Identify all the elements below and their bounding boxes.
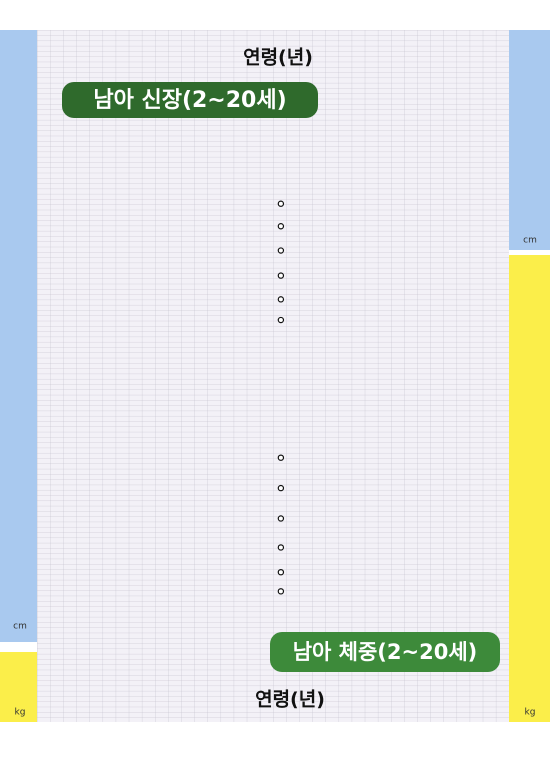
annotation-dot — [277, 568, 285, 576]
annotation-dot — [277, 544, 285, 551]
x-axis-title: 연령(년) — [255, 689, 325, 711]
annotation-dot — [277, 316, 285, 324]
height-title-box — [62, 82, 318, 118]
annotation-dot — [277, 454, 285, 461]
unit-label: cm — [523, 236, 537, 246]
annotation-dot — [277, 588, 285, 595]
annotation-dot — [277, 247, 285, 254]
weight-title-box — [270, 632, 500, 672]
weight-title: 남아 체중(2~20세) — [293, 640, 478, 664]
unit-label: kg — [525, 708, 536, 718]
annotation-dot — [277, 484, 285, 492]
height-title: 남아 신장(2~20세) — [93, 88, 286, 113]
annotation-dot — [277, 515, 285, 522]
minor-grid — [37, 30, 509, 722]
labels — [277, 200, 285, 595]
unit-label: kg — [15, 708, 26, 718]
weight-axis-strip-left — [0, 652, 37, 722]
unit-label: cm — [13, 622, 27, 632]
annotation-dot — [277, 272, 285, 279]
annotation-dot — [277, 296, 285, 303]
x-axis-title: 연령(년) — [243, 47, 313, 69]
annotation-dot — [277, 223, 285, 230]
annotation-dot — [277, 200, 285, 207]
height-axis-strip-left — [0, 30, 37, 642]
weight-axis-strip-right — [509, 255, 550, 722]
height-axis-strip-right — [509, 30, 550, 250]
